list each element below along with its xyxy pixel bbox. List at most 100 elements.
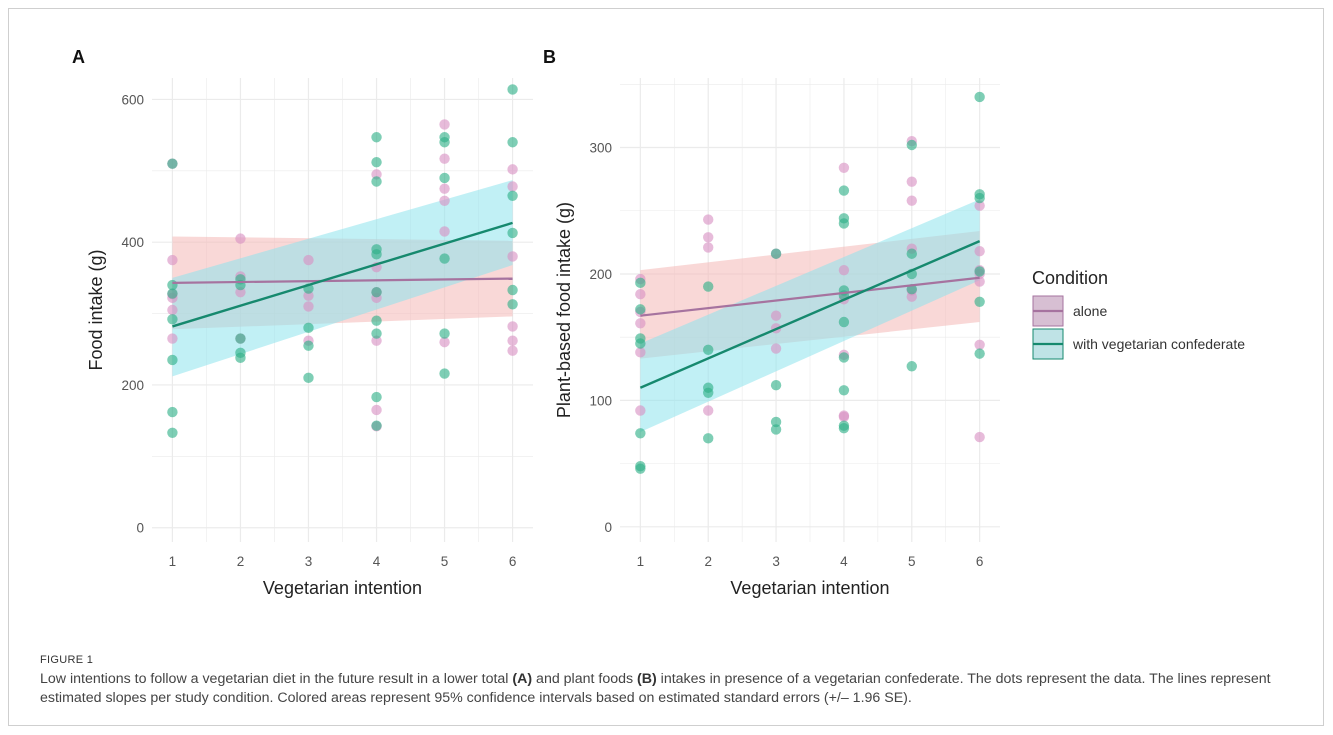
caption-part-1: Low intentions to follow a vegetarian di… <box>40 671 513 687</box>
data-point <box>371 315 382 326</box>
data-point <box>439 368 450 379</box>
data-point <box>974 192 985 204</box>
data-point <box>507 137 518 148</box>
data-point <box>838 316 850 328</box>
data-point <box>507 190 518 201</box>
data-point <box>439 253 450 264</box>
data-point <box>167 406 178 418</box>
data-point <box>770 310 782 321</box>
y-axis-label: Food intake (g) <box>86 249 106 370</box>
data-point <box>439 328 450 339</box>
data-point <box>974 246 985 257</box>
data-point <box>770 424 782 435</box>
confidence-band <box>172 180 513 377</box>
data-point <box>371 328 382 339</box>
data-point <box>235 352 246 364</box>
fit-line <box>639 239 981 389</box>
legend-title: Condition <box>1032 268 1108 288</box>
data-points <box>167 84 518 438</box>
x-tick-label: 5 <box>908 554 916 569</box>
data-point <box>371 157 382 168</box>
legend-label: with vegetarian confederate <box>1072 336 1245 352</box>
data-point <box>906 361 917 372</box>
data-point <box>906 176 917 187</box>
data-point <box>439 119 450 130</box>
data-point <box>167 427 178 438</box>
data-point <box>167 288 178 299</box>
data-point <box>303 290 314 301</box>
data-point <box>635 277 646 289</box>
x-tick-label: 5 <box>441 554 449 569</box>
panel-label: B <box>543 47 556 67</box>
data-point <box>507 284 518 296</box>
data-point <box>770 380 782 391</box>
data-point <box>439 183 450 194</box>
data-point <box>303 372 314 384</box>
data-point <box>974 296 985 307</box>
data-point <box>371 176 382 187</box>
y-tick-label: 0 <box>604 520 612 535</box>
data-point <box>770 416 782 428</box>
legend-label: alone <box>1073 303 1107 319</box>
caption-part-2: and plant foods <box>532 671 638 687</box>
data-point <box>371 132 382 143</box>
data-point <box>635 405 646 416</box>
data-point <box>974 91 985 103</box>
data-point <box>303 322 314 334</box>
data-point <box>906 248 917 259</box>
x-tick-label: 1 <box>169 554 177 569</box>
data-point <box>974 200 985 211</box>
data-point <box>303 301 314 312</box>
data-point <box>507 345 518 356</box>
data-point <box>906 291 917 302</box>
caption-ref-b: (B) <box>637 671 657 687</box>
data-point <box>507 251 518 262</box>
data-point <box>703 242 714 253</box>
data-point <box>235 233 246 244</box>
data-point <box>507 84 518 95</box>
x-axis-label: Vegetarian intention <box>263 578 422 598</box>
data-point <box>371 169 382 180</box>
data-point <box>167 304 178 316</box>
data-point <box>439 195 450 206</box>
data-point <box>303 254 314 266</box>
data-point <box>167 354 178 366</box>
data-point <box>439 172 450 184</box>
panel-b: B 0 100 200 300 1 2 3 4 5 6 Vegetarian intention Pla… <box>543 47 1000 598</box>
data-point <box>635 318 646 329</box>
figure-label: FIGURE 1 <box>40 654 94 666</box>
x-tick-label: 3 <box>772 554 780 569</box>
y-axis-label: Plant-based food intake (g) <box>554 202 574 418</box>
data-point <box>507 321 518 332</box>
data-point <box>371 404 382 416</box>
data-point <box>974 339 985 350</box>
data-point <box>371 420 382 431</box>
data-point <box>371 391 382 403</box>
data-point <box>635 347 646 358</box>
data-point <box>635 428 646 439</box>
y-tick-label: 200 <box>589 267 612 282</box>
data-point <box>838 264 850 276</box>
x-tick-label: 2 <box>237 554 245 569</box>
y-tick-label: 300 <box>589 141 612 156</box>
data-point <box>635 463 646 474</box>
data-point <box>635 304 646 315</box>
x-tick-label: 4 <box>840 554 848 569</box>
data-point <box>974 266 985 277</box>
data-point <box>974 431 985 443</box>
data-point <box>703 214 714 225</box>
data-point <box>906 139 917 151</box>
data-point <box>838 423 850 434</box>
panel-a: A 0 200 400 600 1 2 3 4 5 6 Vegetarian intention Foo… <box>72 47 533 598</box>
data-point <box>838 185 850 196</box>
data-point <box>439 153 450 164</box>
data-point <box>703 387 714 399</box>
data-point <box>507 335 518 346</box>
caption-ref-a: (A) <box>512 671 533 687</box>
data-point <box>838 162 850 173</box>
data-point <box>974 348 985 359</box>
data-point <box>371 249 382 260</box>
data-point <box>167 314 178 325</box>
data-point <box>703 405 714 416</box>
